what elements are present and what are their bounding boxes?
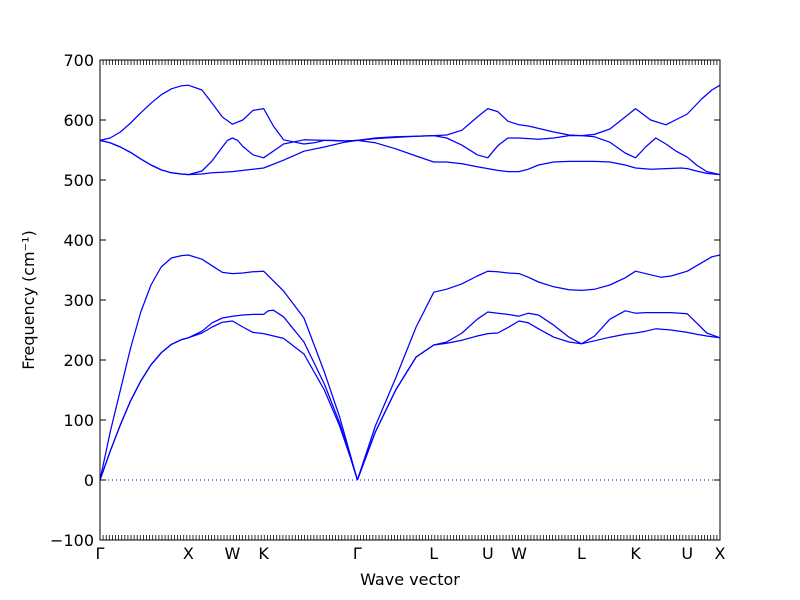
y-axis-ticks: −100 0 100 200 300 400 500 600 700 xyxy=(50,51,720,550)
y-tick-label: 300 xyxy=(63,291,94,310)
y-tick-label: 600 xyxy=(63,111,94,130)
phonon-branch-3 xyxy=(99,254,358,481)
x-axis-title: Wave vector xyxy=(360,570,460,589)
y-tick-label: 200 xyxy=(63,351,94,370)
x-tick-label: X xyxy=(715,544,726,563)
x-tick-label: L xyxy=(429,544,438,563)
y-tick-label: 0 xyxy=(84,471,94,490)
x-tick-label: U xyxy=(681,544,693,563)
phonon-branch-2 xyxy=(99,309,358,481)
x-tick-label: L xyxy=(577,544,586,563)
x-tick-label: K xyxy=(258,544,269,563)
x-tick-label: Γ xyxy=(96,544,105,563)
plot-area xyxy=(100,60,720,540)
y-tick-label: 500 xyxy=(63,171,94,190)
phonon-branch-9 xyxy=(356,320,721,481)
phonon-branch-12 xyxy=(357,139,721,176)
x-tick-label: Γ xyxy=(353,544,362,563)
y-tick-label: 100 xyxy=(63,411,94,430)
y-tick-label: 700 xyxy=(63,51,94,70)
x-tick-label: W xyxy=(511,544,527,563)
x-tick-label: K xyxy=(630,544,641,563)
phonon-branch-7 xyxy=(356,254,721,481)
x-tick-label: U xyxy=(482,544,494,563)
y-tick-label: −100 xyxy=(50,531,94,550)
phonon-branch-6 xyxy=(99,84,358,145)
y-axis-title: Frequency (cm⁻¹) xyxy=(19,230,38,369)
phonon-branch-11 xyxy=(357,134,721,176)
x-tick-label: W xyxy=(225,544,241,563)
phonon-branch-10 xyxy=(357,84,721,142)
plot-background xyxy=(100,60,720,540)
phonon-branch-5 xyxy=(99,137,358,176)
y-tick-label: 400 xyxy=(63,231,94,250)
x-tick-label: X xyxy=(183,544,194,563)
series-layer xyxy=(99,84,721,481)
